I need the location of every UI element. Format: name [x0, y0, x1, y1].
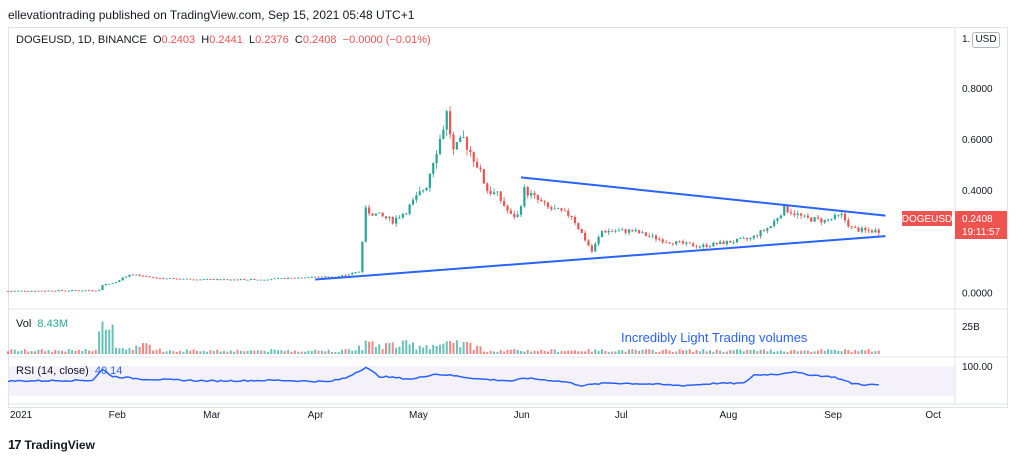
- footer-brand: TradingView: [24, 437, 95, 452]
- rsi-label[interactable]: RSI (14, close): [16, 365, 89, 377]
- symbol-label[interactable]: DOGEUSD, 1D, BINANCE: [16, 34, 147, 46]
- annotation-text[interactable]: Incredibly Light Trading volumes: [621, 330, 808, 345]
- high-value: 0.2441: [209, 34, 243, 46]
- tradingview-logo-icon: 17: [8, 437, 22, 452]
- time-tick-mar: Mar: [203, 410, 221, 421]
- chart-frame[interactable]: [8, 27, 1008, 408]
- volume-legend: Vol 8.43M: [16, 318, 68, 330]
- volume-label[interactable]: Vol: [16, 318, 32, 330]
- time-tick-oct: Oct: [925, 410, 941, 421]
- rsi-value: 40.14: [94, 365, 123, 377]
- ohlc-legend: DOGEUSD, 1D, BINANCE O0.2403 H0.2441 L0.…: [16, 34, 431, 46]
- close-label: C: [294, 34, 303, 46]
- open-value: 0.2403: [161, 34, 196, 46]
- publish-header: ellevationtrading published on TradingVi…: [8, 8, 415, 22]
- low-label: L: [249, 34, 256, 46]
- currency-button[interactable]: USD: [972, 32, 1000, 48]
- volume-value: 8.43M: [37, 318, 68, 330]
- price-axis-truncated-label: 1.: [962, 34, 971, 45]
- time-axis-ticks: 2021 Feb Mar Apr May Jun Jul Aug Sep Oct: [10, 410, 941, 421]
- high-label: H: [201, 34, 210, 46]
- open-label: O: [152, 34, 162, 46]
- time-tick-sep: Sep: [824, 410, 842, 421]
- low-value: 0.2376: [255, 34, 289, 46]
- time-tick-may: May: [409, 410, 428, 421]
- time-tick-jun: Jun: [514, 410, 530, 421]
- time-tick-apr: Apr: [308, 410, 324, 421]
- time-tick-2021: 2021: [10, 410, 33, 421]
- footer: 17 TradingView: [8, 437, 95, 452]
- time-tick-feb: Feb: [109, 410, 127, 421]
- close-value: 0.2408: [302, 34, 337, 46]
- time-tick-jul: Jul: [615, 410, 628, 421]
- time-tick-aug: Aug: [720, 410, 738, 421]
- rsi-legend: RSI (14, close) 40.14: [16, 365, 122, 377]
- change-value: −0.0000 (−0.01%): [342, 34, 431, 46]
